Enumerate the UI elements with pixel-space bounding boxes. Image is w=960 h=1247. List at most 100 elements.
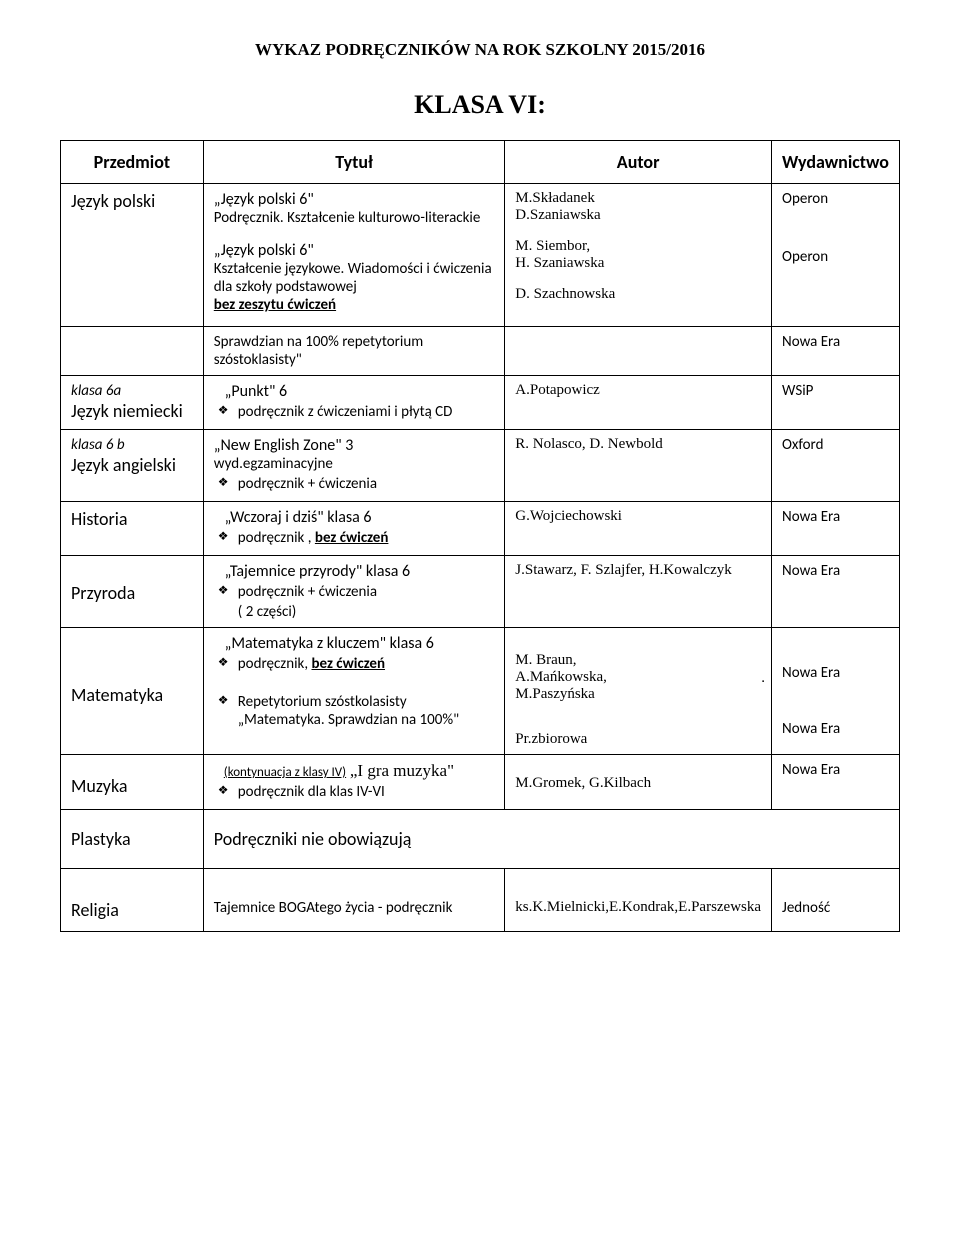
bullet-text: podręcznik , bbox=[238, 529, 315, 547]
author: A.Potapowicz bbox=[515, 382, 600, 398]
author: R. Nolasco, D. Newbold bbox=[515, 436, 662, 452]
publisher: Oxford bbox=[782, 436, 823, 454]
table-row: klasa 6 b Język angielski „New English Z… bbox=[61, 430, 900, 502]
cell-publisher: Nowa Era bbox=[772, 502, 900, 556]
bullet-item: podręcznik , bez ćwiczeń bbox=[214, 529, 494, 547]
bullet-item: podręcznik, bez ćwiczeń bbox=[214, 655, 494, 673]
subject-label: Religia bbox=[71, 899, 193, 921]
cell-author bbox=[505, 327, 772, 376]
bullet-item: Repetytorium szóstkolasisty „Matematyka.… bbox=[214, 693, 494, 729]
subject-label: Muzyka bbox=[71, 775, 193, 797]
cell-subject: Język polski bbox=[61, 184, 204, 327]
table-row: Religia Tajemnice BOGAtego życia - podrę… bbox=[61, 869, 900, 932]
page-title: WYKAZ PODRĘCZNIKÓW NA ROK SZKOLNY 2015/2… bbox=[60, 40, 900, 60]
cell-author: M.Składanek D.Szaniawska M. Siembor, H. … bbox=[505, 184, 772, 327]
book-title: „I gra muzyka" bbox=[350, 761, 454, 780]
header-title: Tytuł bbox=[203, 141, 504, 184]
cell-publisher: Jedność bbox=[772, 869, 900, 932]
table-row: Historia „Wczoraj i dziś" klasa 6 podręc… bbox=[61, 502, 900, 556]
book-title: „Tajemnice przyrody" klasa 6 bbox=[214, 562, 494, 581]
header-publisher: Wydawnictwo bbox=[772, 141, 900, 184]
cell-publisher: Nowa Era bbox=[772, 327, 900, 376]
publisher: Nowa Era bbox=[782, 333, 840, 351]
continuation-note: (kontynuacja z klasy IV) bbox=[224, 765, 346, 780]
subject-label: Język polski bbox=[71, 190, 193, 212]
cell-author: R. Nolasco, D. Newbold bbox=[505, 430, 772, 502]
cell-title: Sprawdzian na 100% repetytorium szóstokl… bbox=[203, 327, 504, 376]
header-subject: Przedmiot bbox=[61, 141, 204, 184]
book-title: „Punkt" 6 bbox=[214, 382, 494, 401]
book-title: „New English Zone" 3 bbox=[214, 436, 494, 455]
cell-publisher: Nowa Era Nowa Era bbox=[772, 628, 900, 755]
book-subtitle: Podręcznik. Kształcenie kulturowo-litera… bbox=[214, 209, 481, 227]
publisher: Operon bbox=[782, 248, 889, 266]
publisher: WSiP bbox=[782, 382, 813, 400]
bullet-sub: ( 2 części) bbox=[214, 603, 494, 621]
cell-publisher: Operon Operon bbox=[772, 184, 900, 327]
textbook-table: Przedmiot Tytuł Autor Wydawnictwo Język … bbox=[60, 140, 900, 932]
cell-subject: Muzyka bbox=[61, 755, 204, 810]
cell-subject: Przyroda bbox=[61, 556, 204, 628]
book-title: „Matematyka z kluczem" klasa 6 bbox=[214, 634, 494, 653]
cell-publisher: Nowa Era bbox=[772, 755, 900, 810]
author: M.Składanek bbox=[515, 190, 761, 207]
cell-title: Podręczniki nie obowiązują bbox=[203, 810, 899, 869]
cell-author: ks.K.Mielnicki,E.Kondrak,E.Parszewska bbox=[505, 869, 772, 932]
cell-subject: klasa 6 b Język angielski bbox=[61, 430, 204, 502]
cell-subject: Plastyka bbox=[61, 810, 204, 869]
note-no-workbook: bez ćwiczeń bbox=[315, 529, 389, 547]
stray-dot: . bbox=[761, 670, 765, 687]
note-no-workbook: bez zeszytu ćwiczeń bbox=[214, 296, 336, 314]
book-title: Tajemnice BOGAtego życia - podręcznik bbox=[214, 899, 453, 917]
cell-subject: klasa 6a Język niemiecki bbox=[61, 376, 204, 430]
table-row: Muzyka (kontynuacja z klasy IV) „I gra m… bbox=[61, 755, 900, 810]
bullet-item: podręcznik + ćwiczenia bbox=[214, 475, 494, 493]
publisher: Operon bbox=[782, 190, 889, 208]
author: H. Szaniawska bbox=[515, 255, 761, 272]
bullet-item: podręcznik dla klas IV-VI bbox=[214, 783, 494, 801]
cell-title: „Tajemnice przyrody" klasa 6 podręcznik … bbox=[203, 556, 504, 628]
table-row: Przyroda „Tajemnice przyrody" klasa 6 po… bbox=[61, 556, 900, 628]
header-author: Autor bbox=[505, 141, 772, 184]
cell-subject bbox=[61, 327, 204, 376]
subject-label: Język angielski bbox=[71, 454, 193, 476]
subject-label: Matematyka bbox=[71, 684, 193, 706]
cell-title: „Punkt" 6 podręcznik z ćwiczeniami i pły… bbox=[203, 376, 504, 430]
book-title: „Wczoraj i dziś" klasa 6 bbox=[214, 508, 494, 527]
book-title: Sprawdzian na 100% repetytorium szóstokl… bbox=[214, 333, 423, 369]
table-row: Plastyka Podręczniki nie obowiązują bbox=[61, 810, 900, 869]
publisher: Nowa Era bbox=[782, 761, 840, 779]
cell-title: (kontynuacja z klasy IV) „I gra muzyka" … bbox=[203, 755, 504, 810]
table-row: Matematyka „Matematyka z kluczem" klasa … bbox=[61, 628, 900, 755]
author: ks.K.Mielnicki,E.Kondrak,E.Parszewska bbox=[515, 899, 761, 915]
subject-label: Plastyka bbox=[71, 828, 193, 850]
cell-title: „Język polski 6" Podręcznik. Kształcenie… bbox=[203, 184, 504, 327]
author: D.Szaniawska bbox=[515, 207, 761, 224]
cell-author: J.Stawarz, F. Szlajfer, H.Kowalczyk bbox=[505, 556, 772, 628]
cell-title: „New English Zone" 3 wyd.egzaminacyjne p… bbox=[203, 430, 504, 502]
cell-publisher: Nowa Era bbox=[772, 556, 900, 628]
author: M.Gromek, G.Kilbach bbox=[515, 775, 761, 792]
publisher: Nowa Era bbox=[782, 562, 840, 580]
author: G.Wojciechowski bbox=[515, 508, 622, 524]
cell-subject: Religia bbox=[61, 869, 204, 932]
cell-author: G.Wojciechowski bbox=[505, 502, 772, 556]
class-note: klasa 6a bbox=[71, 382, 193, 400]
publisher: Nowa Era bbox=[782, 720, 889, 738]
no-textbook-note: Podręczniki nie obowiązują bbox=[214, 828, 412, 850]
author: M. Siembor, bbox=[515, 238, 761, 255]
table-row: Język polski „Język polski 6" Podręcznik… bbox=[61, 184, 900, 327]
cell-subject: Matematyka bbox=[61, 628, 204, 755]
cell-author: M.Gromek, G.Kilbach bbox=[505, 755, 772, 810]
author: M.Paszyńska bbox=[515, 686, 761, 703]
bullet-text: podręcznik, bbox=[238, 655, 312, 673]
book-title: „Język polski 6" bbox=[214, 241, 314, 260]
class-note: klasa 6 b bbox=[71, 436, 193, 454]
cell-subject: Historia bbox=[61, 502, 204, 556]
class-title: KLASA VI: bbox=[60, 90, 900, 120]
author: A.Mańkowska, bbox=[515, 669, 761, 686]
table-row: Sprawdzian na 100% repetytorium szóstokl… bbox=[61, 327, 900, 376]
author: Pr.zbiorowa bbox=[515, 731, 761, 748]
book-title: „Język polski 6" bbox=[214, 190, 314, 209]
cell-title: Tajemnice BOGAtego życia - podręcznik bbox=[203, 869, 504, 932]
